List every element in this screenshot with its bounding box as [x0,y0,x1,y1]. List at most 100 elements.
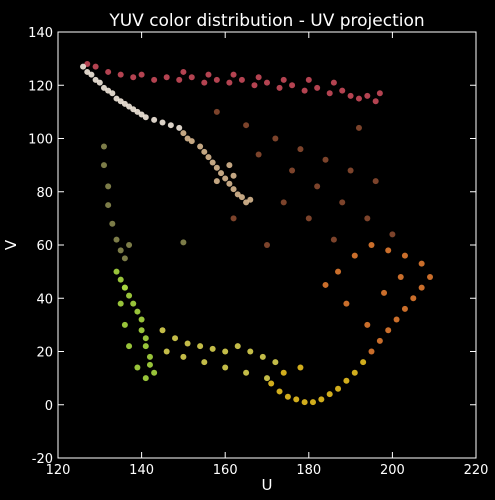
data-point [347,167,354,174]
data-point [272,359,279,366]
data-point [180,68,187,75]
data-point [289,167,296,174]
data-point [280,199,287,206]
data-point [188,74,195,81]
data-point [201,79,208,86]
data-point [247,196,254,203]
data-point [222,175,229,182]
data-point [88,71,95,78]
y-tick-label: 20 [36,346,53,361]
data-point [126,343,133,350]
data-point [209,345,216,352]
y-tick-label: 80 [36,186,53,201]
data-point [347,92,354,99]
data-point [226,79,233,86]
data-point [109,90,116,97]
data-point [280,76,287,83]
data-point [126,242,133,248]
chart-title: YUV color distribution - UV projection [108,11,424,31]
data-point [364,215,371,222]
data-point [393,316,400,323]
data-point [176,124,183,131]
data-point [238,76,245,83]
data-point [138,316,145,323]
data-point [105,68,112,75]
y-tick-label: 0 [45,399,53,414]
data-point [205,154,212,161]
x-tick-label: 220 [464,463,489,478]
data-point [121,321,128,328]
y-tick-label: -20 [32,452,53,467]
data-point [389,231,396,238]
data-point [151,76,158,83]
data-point [243,369,250,376]
data-point [264,375,270,382]
data-point [301,87,308,94]
data-point [343,300,350,307]
data-point [355,95,362,102]
data-point [205,71,212,78]
data-point [230,172,237,179]
data-point [138,327,145,334]
data-point [105,202,112,209]
data-point [142,343,149,350]
data-point [351,369,358,376]
data-point [213,108,220,115]
data-point [105,183,112,190]
data-point [180,353,187,360]
data-point [113,236,120,243]
data-point [364,92,371,99]
data-point [151,369,158,376]
data-point [230,215,237,222]
data-point [100,162,107,169]
data-point [264,242,270,248]
data-point [326,90,333,97]
data-point [335,268,342,275]
data-point [226,180,233,187]
data-point [272,135,279,142]
data-point [167,122,174,129]
y-tick-label: 40 [36,292,53,307]
data-point [80,63,87,70]
data-point [264,79,270,86]
data-point [243,122,250,129]
data-point [146,361,153,368]
data-point [247,348,254,355]
data-point [339,87,346,94]
data-point [117,276,124,283]
data-point [381,289,388,296]
data-point [401,252,408,259]
data-point [351,252,358,259]
data-point [427,273,434,280]
data-point [117,247,124,254]
data-point [130,300,137,307]
x-tick-label: 120 [46,463,71,478]
data-point [297,146,304,153]
data-point [326,391,333,398]
y-tick-label: 120 [28,79,53,94]
data-point [176,76,183,83]
data-point [401,305,408,312]
data-point [180,130,187,137]
data-point [330,79,337,86]
data-point [180,239,187,246]
data-point [330,236,337,243]
data-point [410,295,417,302]
data-point [142,114,149,121]
data-point [255,74,262,81]
x-tick-label: 180 [296,463,321,478]
data-point [418,284,425,291]
data-point [385,327,392,334]
x-tick-label: 200 [380,463,405,478]
data-point [322,281,329,288]
data-point [397,273,404,280]
data-point [309,399,316,406]
data-point [121,255,128,262]
y-tick-label: 140 [28,26,53,41]
data-point [197,143,204,150]
data-point [364,321,371,328]
y-axis-label: V [2,239,20,250]
data-point [213,178,220,185]
data-points [80,60,434,406]
